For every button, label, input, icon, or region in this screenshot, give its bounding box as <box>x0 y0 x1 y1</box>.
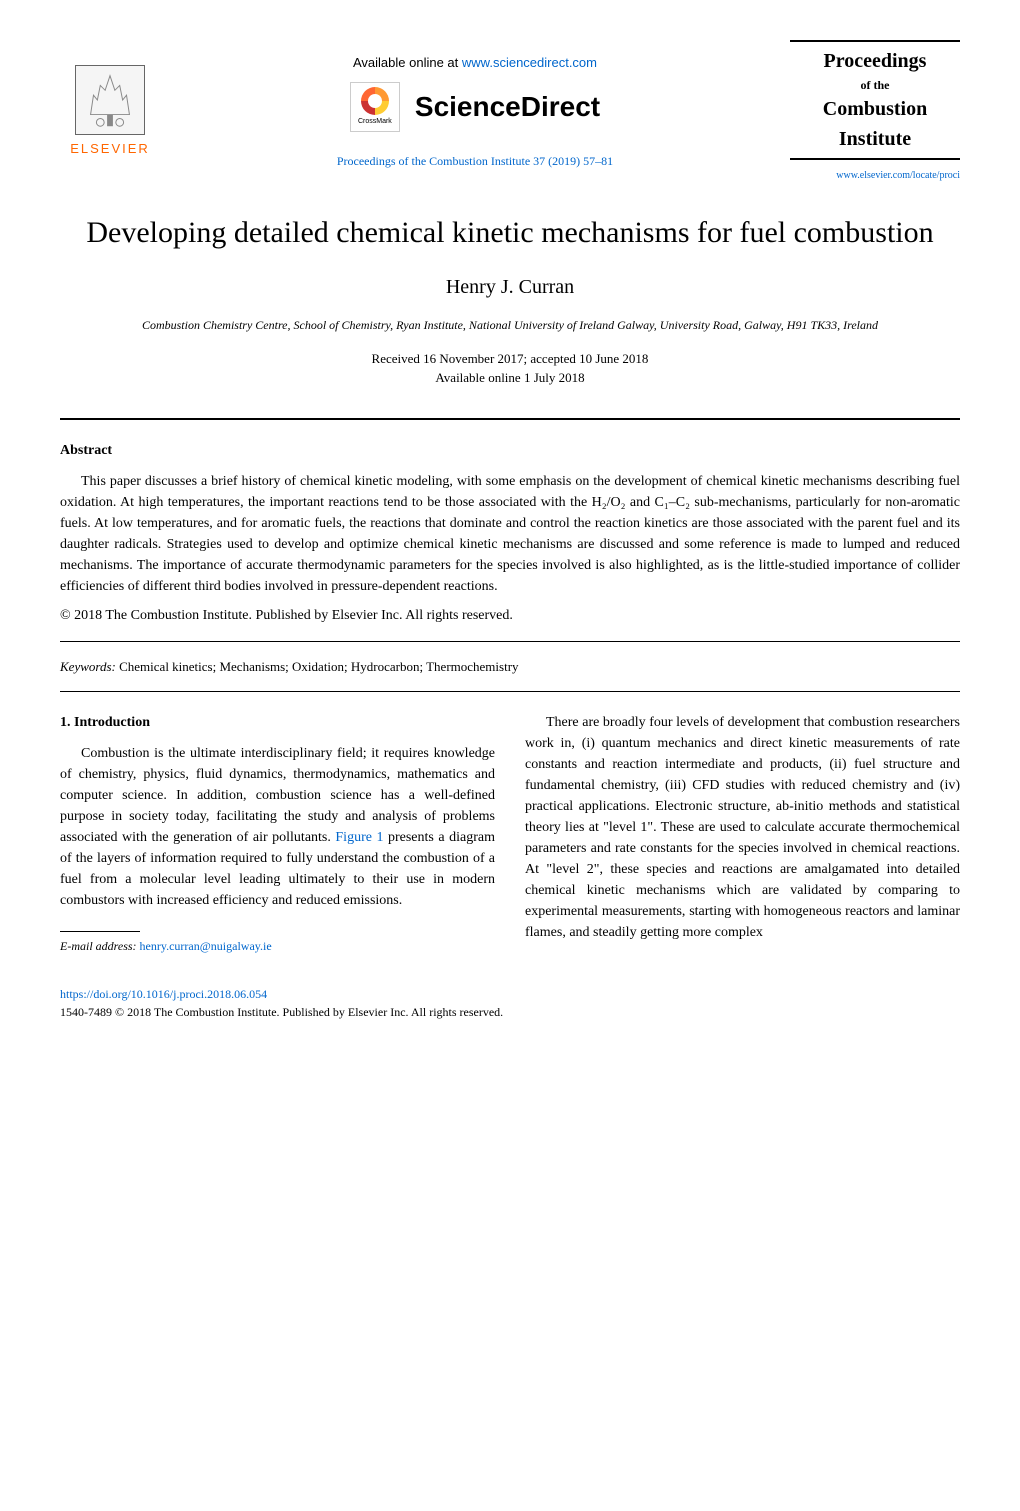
intro-paragraph-right: There are broadly four levels of develop… <box>525 712 960 943</box>
journal-line1: Proceedings <box>790 46 960 76</box>
header-row: ELSEVIER Available online at www.science… <box>60 40 960 183</box>
email-footnote: E-mail address: henry.curran@nuigalway.i… <box>60 937 495 955</box>
author-email-link[interactable]: henry.curran@nuigalway.ie <box>140 939 272 953</box>
sciencedirect-logo-text: ScienceDirect <box>415 86 600 128</box>
crossmark-label: CrossMark <box>358 117 392 128</box>
intro-heading: 1. Introduction <box>60 712 495 733</box>
abstract-text: This paper discusses a brief history of … <box>60 471 960 597</box>
proceedings-citation-link[interactable]: Proceedings of the Combustion Institute … <box>337 152 613 170</box>
author-name: Henry J. Curran <box>60 272 960 302</box>
divider-after-keywords <box>60 691 960 692</box>
divider-before-abstract <box>60 418 960 420</box>
crossmark-badge[interactable]: CrossMark <box>350 82 400 132</box>
journal-line3: Combustion <box>790 94 960 124</box>
abstract-heading: Abstract <box>60 440 960 461</box>
author-affiliation: Combustion Chemistry Centre, School of C… <box>100 317 920 334</box>
issn-copyright: 1540-7489 © 2018 The Combustion Institut… <box>60 1003 960 1021</box>
journal-line2: of the <box>790 76 960 94</box>
figure-1-link[interactable]: Figure 1 <box>335 830 383 845</box>
body-columns: 1. Introduction Combustion is the ultima… <box>60 712 960 955</box>
doi-link[interactable]: https://doi.org/10.1016/j.proci.2018.06.… <box>60 985 960 1003</box>
sciencedirect-url-link[interactable]: www.sciencedirect.com <box>462 55 597 70</box>
keywords-label: Keywords: <box>60 659 116 674</box>
available-online-text: Available online at www.sciencedirect.co… <box>353 53 597 73</box>
right-column: There are broadly four levels of develop… <box>525 712 960 955</box>
article-dates: Received 16 November 2017; accepted 10 J… <box>60 349 960 388</box>
divider-after-abstract <box>60 641 960 642</box>
elsevier-logo-block: ELSEVIER <box>60 65 160 159</box>
email-label: E-mail address: <box>60 939 140 953</box>
journal-url-link[interactable]: www.elsevier.com/locate/proci <box>790 168 960 183</box>
footnote-separator <box>60 931 140 932</box>
abstract-copyright: © 2018 The Combustion Institute. Publish… <box>60 605 960 626</box>
available-online-prefix: Available online at <box>353 55 462 70</box>
elsevier-label: ELSEVIER <box>70 139 150 159</box>
keywords-text: Chemical kinetics; Mechanisms; Oxidation… <box>116 659 519 674</box>
article-title: Developing detailed chemical kinetic mec… <box>60 213 960 252</box>
journal-block-wrapper: Proceedings of the Combustion Institute … <box>790 40 960 183</box>
available-online-date: Available online 1 July 2018 <box>60 368 960 388</box>
elsevier-tree-icon <box>75 65 145 135</box>
crossmark-icon <box>361 87 389 115</box>
received-accepted-date: Received 16 November 2017; accepted 10 J… <box>60 349 960 369</box>
sciencedirect-row: CrossMark ScienceDirect <box>350 82 600 132</box>
page-footer: https://doi.org/10.1016/j.proci.2018.06.… <box>60 985 960 1021</box>
journal-title-block: Proceedings of the Combustion Institute <box>790 40 960 160</box>
header-center: Available online at www.sciencedirect.co… <box>160 53 790 171</box>
left-column: 1. Introduction Combustion is the ultima… <box>60 712 495 955</box>
keywords-row: Keywords: Chemical kinetics; Mechanisms;… <box>60 657 960 677</box>
intro-paragraph-left: Combustion is the ultimate interdiscipli… <box>60 743 495 911</box>
journal-line4: Institute <box>790 124 960 154</box>
